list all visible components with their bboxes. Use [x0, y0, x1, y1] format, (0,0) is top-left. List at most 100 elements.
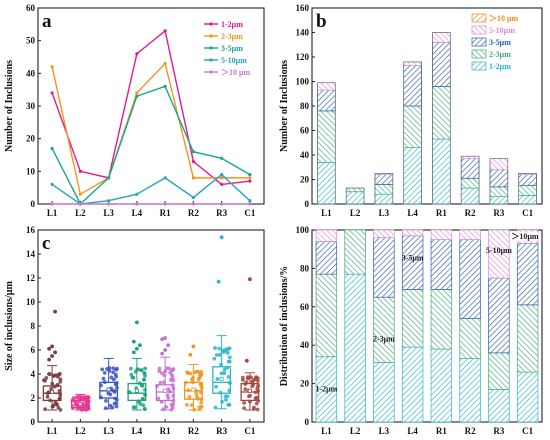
outlier-point	[247, 277, 252, 282]
bar-segment	[403, 147, 422, 205]
x-tick-label: L1	[47, 426, 58, 436]
data-point	[220, 176, 224, 180]
y-tick-label: 100	[296, 77, 310, 87]
bar-outline	[317, 82, 336, 205]
x-tick-label: L3	[103, 426, 114, 436]
data-point	[163, 176, 167, 180]
bar-segment	[317, 82, 336, 91]
bar-segment	[430, 348, 453, 423]
data-point	[192, 407, 197, 412]
bar-segment	[488, 389, 510, 423]
y-tick-label: 140	[296, 28, 310, 38]
data-point	[193, 370, 198, 375]
panel-letter: b	[316, 11, 327, 32]
legend-label: 3-5μm	[221, 44, 243, 53]
data-point	[41, 378, 46, 383]
data-point	[104, 399, 108, 403]
data-point	[136, 367, 140, 372]
y-tick-label: 80	[300, 101, 310, 111]
data-point	[163, 29, 167, 33]
data-point	[171, 393, 176, 398]
y-tick-label: 20	[26, 134, 36, 144]
annotation-bg	[512, 232, 538, 241]
legend-label: 1-2μm	[489, 62, 511, 71]
legend-label: 2-3μm	[489, 50, 511, 59]
plot-frame	[311, 229, 543, 423]
data-point	[240, 378, 245, 382]
legend-marker	[209, 34, 213, 38]
x-tick-label: L4	[407, 208, 418, 218]
mean-marker	[163, 388, 168, 393]
panel-letter: a	[42, 11, 52, 32]
y-tick-label: 14	[26, 249, 36, 259]
y-axis-label: Number of Inclusions	[279, 60, 290, 152]
y-tick-label: 8	[31, 321, 36, 331]
data-point	[50, 65, 54, 69]
data-point	[43, 407, 48, 412]
data-point	[220, 156, 224, 160]
bar-segment	[489, 169, 509, 188]
data-point	[252, 407, 256, 411]
y-tick-label: 30	[26, 101, 36, 111]
legend-label: ＞10 μm	[221, 68, 251, 77]
legend-swatch	[471, 13, 487, 23]
x-tick-label: L2	[350, 208, 361, 218]
data-point	[140, 397, 145, 401]
bar-segment	[516, 304, 539, 373]
data-point	[191, 375, 196, 380]
data-point	[213, 405, 218, 410]
data-point	[50, 91, 54, 95]
data-point	[190, 380, 195, 385]
data-point	[248, 202, 252, 206]
data-point	[168, 389, 172, 394]
outlier-point	[160, 337, 165, 342]
panel-c-box-scatter-chart: 0 2 4 6 8 10 12 14 16 L1 L2 L3 L4 R1 R2 R3 C1 Size of inc…	[4, 225, 265, 436]
data-point	[78, 192, 82, 196]
bar-segment	[374, 184, 394, 195]
data-point	[79, 407, 84, 412]
legend-label: 3-5μm	[489, 38, 511, 47]
data-point	[170, 383, 175, 387]
mean-marker	[78, 401, 83, 406]
outlier-point	[163, 336, 168, 340]
outlier-point	[50, 354, 55, 358]
data-point	[255, 407, 260, 412]
data-point	[214, 353, 219, 357]
data-point	[53, 400, 58, 405]
annotation-label: 5-10μm	[486, 246, 512, 255]
outlier-point	[219, 235, 224, 240]
data-point	[226, 375, 231, 379]
data-point	[46, 390, 51, 395]
y-tick-label: 80	[300, 263, 310, 273]
data-point	[84, 407, 89, 412]
y-tick-label: 0	[305, 417, 310, 427]
bar-segment	[403, 105, 422, 149]
y-tick-label: 120	[296, 52, 310, 62]
bar-segment	[315, 229, 338, 242]
data-point	[49, 386, 54, 391]
data-point	[168, 370, 173, 375]
data-point	[139, 368, 144, 373]
data-point	[98, 395, 103, 400]
bar-outline	[403, 61, 422, 205]
data-point	[112, 388, 116, 393]
y-tick-label: 40	[300, 150, 310, 160]
bar-outline	[460, 155, 480, 205]
outlier-point	[163, 348, 168, 352]
data-point	[163, 202, 167, 206]
y-tick-label: 4	[31, 369, 36, 379]
data-point	[109, 375, 114, 380]
data-point	[227, 388, 232, 393]
data-point	[245, 375, 250, 380]
bar-segment	[344, 273, 366, 423]
y-tick-label: 100	[296, 225, 310, 235]
legend-swatch	[471, 49, 487, 59]
bar-segment	[432, 138, 451, 205]
panel-a-line-chart: 0 10 20 30 40 50 60 L1 L2 L3 L4 R1 R2 R3 C1 Number of I…	[4, 3, 265, 218]
bar-segment	[430, 229, 453, 240]
data-point	[51, 403, 56, 408]
outlier-point	[131, 350, 136, 355]
bar-segment	[460, 155, 480, 160]
data-point	[57, 372, 61, 377]
data-point	[143, 387, 147, 392]
